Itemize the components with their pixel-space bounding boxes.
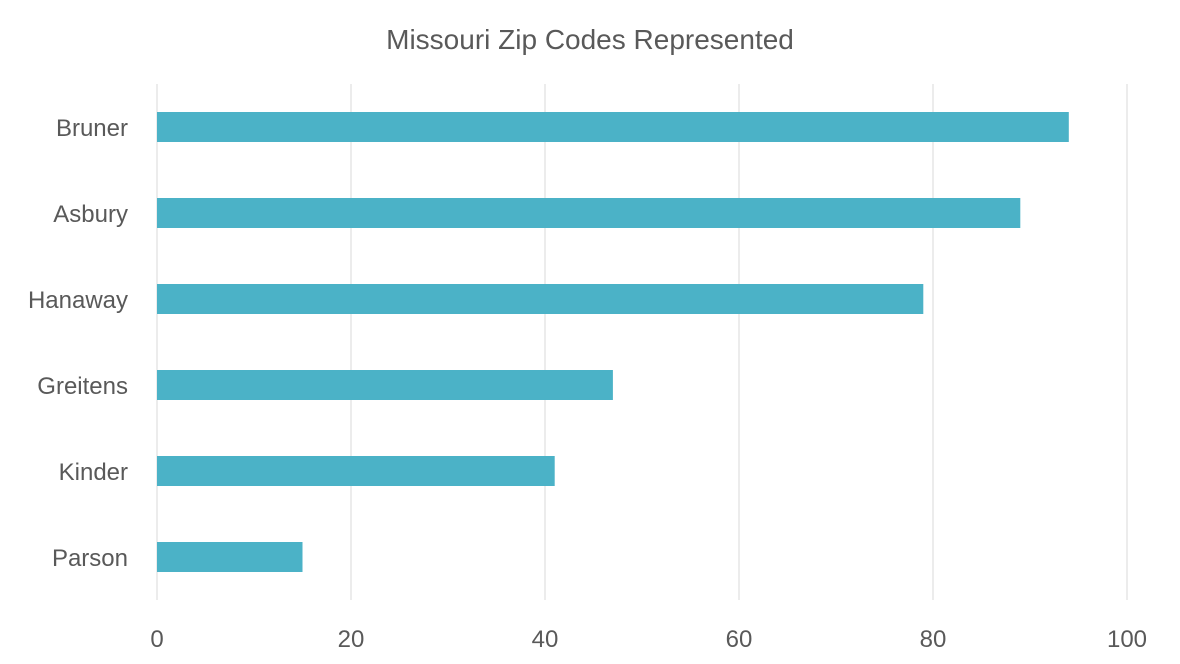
bar-asbury bbox=[157, 198, 1021, 228]
x-tick-label: 100 bbox=[1107, 626, 1147, 653]
category-label: Asbury bbox=[53, 201, 128, 228]
x-tick-label: 60 bbox=[726, 626, 753, 653]
category-label: Parson bbox=[52, 545, 128, 572]
category-label: Hanaway bbox=[28, 287, 128, 314]
bar-bruner bbox=[157, 112, 1069, 142]
x-tick-labels: 0 20 40 60 80 100 bbox=[150, 626, 1147, 653]
bars bbox=[157, 112, 1069, 572]
category-label: Bruner bbox=[56, 115, 128, 142]
chart-title: Missouri Zip Codes Represented bbox=[386, 24, 794, 55]
x-tick-label: 20 bbox=[338, 626, 365, 653]
category-labels: Bruner Asbury Hanaway Greitens Kinder Parson bbox=[28, 115, 128, 572]
category-label: Greitens bbox=[37, 373, 128, 400]
x-tick-label: 40 bbox=[532, 626, 559, 653]
bar-parson bbox=[157, 542, 303, 572]
bar-hanaway bbox=[157, 284, 924, 314]
x-tick-label: 0 bbox=[150, 626, 163, 653]
category-label: Kinder bbox=[59, 459, 128, 486]
gridlines bbox=[156, 84, 1128, 600]
bar-greitens bbox=[157, 370, 613, 400]
bar-kinder bbox=[157, 456, 555, 486]
x-tick-label: 80 bbox=[920, 626, 947, 653]
